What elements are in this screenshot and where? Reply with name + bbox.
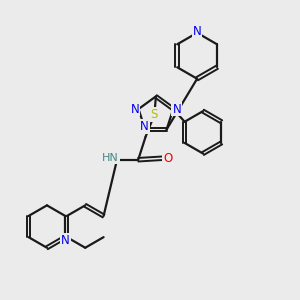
Text: S: S [151, 108, 158, 121]
Text: N: N [61, 234, 70, 247]
Text: N: N [140, 120, 149, 133]
Text: O: O [163, 152, 172, 165]
Text: N: N [193, 25, 202, 38]
Text: N: N [172, 103, 181, 116]
Text: N: N [130, 103, 140, 116]
Text: HN: HN [102, 153, 119, 163]
